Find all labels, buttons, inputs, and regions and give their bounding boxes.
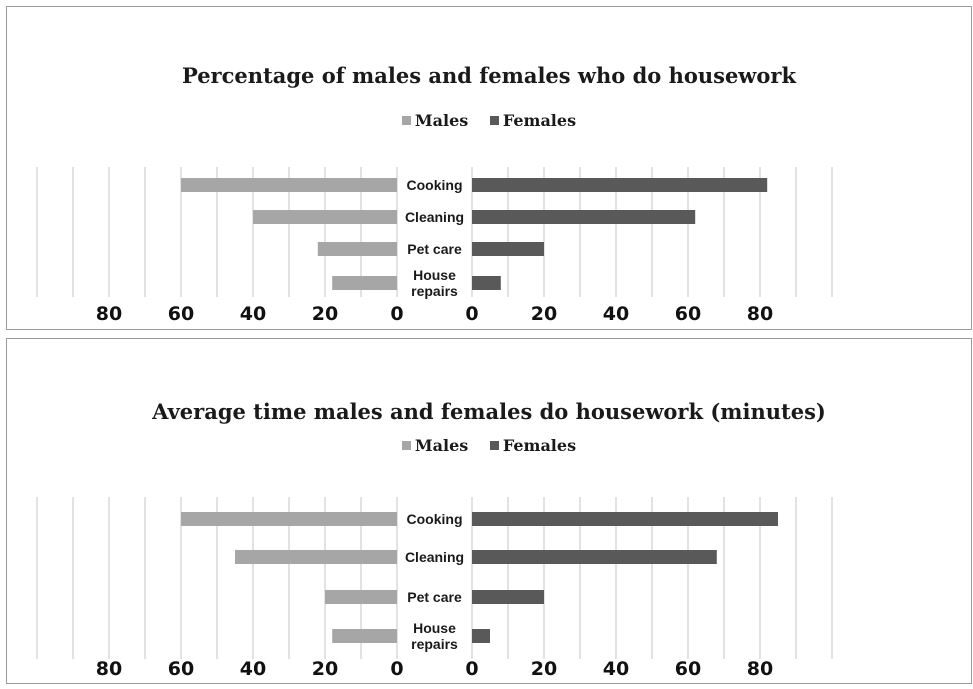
bar-males-pet-care (325, 590, 397, 604)
legend-swatch-females (489, 441, 499, 450)
category-label: Cleaning (405, 549, 464, 565)
bar-females-cooking (472, 178, 768, 192)
legend-label-females: Females (502, 436, 577, 455)
tick-label-left: 40 (240, 303, 266, 325)
bar-females-cleaning (472, 550, 717, 564)
bar-males-cooking (181, 512, 397, 526)
tick-label-right: 80 (747, 658, 773, 680)
tick-label-left: 20 (312, 303, 338, 325)
legend-swatch-males (401, 441, 411, 450)
tick-label-left: 80 (96, 303, 122, 325)
bar-females-pet-care (472, 242, 544, 256)
legend-item-males: Males (401, 436, 469, 455)
tick-label-right: 80 (747, 303, 773, 325)
tick-label-left: 40 (240, 658, 266, 680)
legend-swatch-males (401, 116, 411, 125)
chart-title: Percentage of males and females who do h… (181, 63, 797, 88)
tick-label-right: 40 (603, 658, 629, 680)
bar-males-cleaning (253, 210, 397, 224)
chart-panel-time: Average time males and females do housew… (6, 338, 972, 684)
bar-males-cleaning (235, 550, 397, 564)
tick-label-left: 0 (390, 658, 403, 680)
legend-label-males: Males (414, 111, 469, 130)
chart-legend: Males Females (7, 436, 971, 455)
tick-label-left: 60 (168, 658, 194, 680)
bar-males-cooking (181, 178, 397, 192)
legend-item-females: Females (489, 111, 577, 130)
tick-label-right: 20 (531, 303, 557, 325)
bar-males-house-repairs (332, 629, 397, 643)
category-label: Cooking (407, 177, 463, 193)
legend-label-males: Males (414, 436, 469, 455)
legend-item-males: Males (401, 111, 469, 130)
chart-panel-percentage: Percentage of males and females who do h… (6, 6, 972, 330)
chart-title: Average time males and females do housew… (152, 399, 826, 424)
tick-label-right: 40 (603, 303, 629, 325)
legend-swatch-females (489, 116, 499, 125)
chart-legend: Males Females (7, 111, 971, 130)
tick-label-left: 60 (168, 303, 194, 325)
category-label: repairs (411, 283, 458, 299)
bar-males-pet-care (317, 242, 397, 256)
bar-females-house-repairs (472, 629, 490, 643)
legend-label-females: Females (502, 111, 577, 130)
bar-males-house-repairs (332, 276, 397, 290)
bar-females-pet-care (472, 590, 544, 604)
tick-label-right: 20 (531, 658, 557, 680)
category-label: Cooking (407, 511, 463, 527)
tick-label-right: 0 (465, 658, 478, 680)
tick-label-right: 60 (675, 658, 701, 680)
category-label: Cleaning (405, 209, 464, 225)
tick-label-right: 60 (675, 303, 701, 325)
bar-females-house-repairs (472, 276, 501, 290)
bar-females-cooking (472, 512, 778, 526)
category-label: House (413, 267, 456, 283)
category-label: Pet care (407, 241, 462, 257)
tick-label-left: 0 (390, 303, 403, 325)
tick-label-right: 0 (465, 303, 478, 325)
bar-females-cleaning (472, 210, 696, 224)
category-label: repairs (411, 636, 458, 652)
category-label: House (413, 620, 456, 636)
tick-label-left: 80 (96, 658, 122, 680)
legend-item-females: Females (489, 436, 577, 455)
tick-label-left: 20 (312, 658, 338, 680)
category-label: Pet care (407, 589, 462, 605)
